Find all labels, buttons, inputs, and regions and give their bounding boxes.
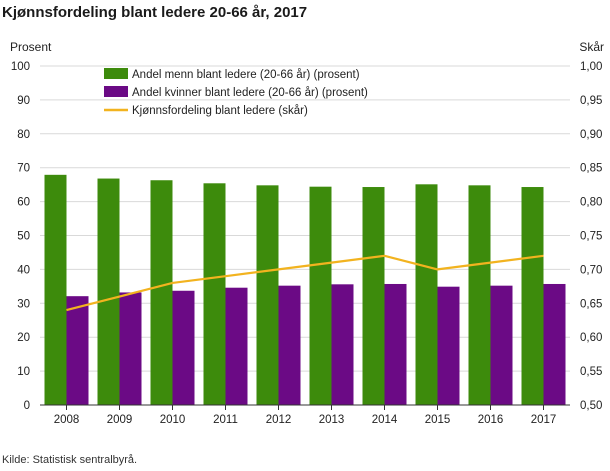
x-tick-label: 2017 — [531, 414, 557, 426]
axes: 0 10 20 30 40 50 60 70 80 90 100 0,50 0,55 0,60 0,65 0,… — [11, 61, 603, 426]
y-tick-label: 30 — [17, 298, 30, 310]
bar-women — [172, 290, 195, 405]
y2-tick-label: 0,70 — [580, 264, 602, 276]
y-tick-label: 50 — [17, 231, 30, 243]
bar-women — [331, 284, 354, 405]
y-tick-label: 80 — [17, 129, 30, 141]
score-line-path — [66, 254, 544, 312]
y2-tick-label: 1,00 — [580, 61, 602, 73]
x-tick-label: 2016 — [478, 414, 504, 426]
y-tick-label: 10 — [17, 366, 30, 378]
x-tick-label: 2014 — [372, 414, 398, 426]
legend-label: Andel menn blant ledere (20-66 år) (pros… — [132, 69, 360, 81]
bar-women — [119, 292, 142, 405]
y2-tick-label: 0,55 — [580, 366, 602, 378]
bar-men — [415, 184, 438, 405]
legend-swatch — [104, 68, 128, 79]
x-tick-label: 2010 — [160, 414, 186, 426]
bar-men — [309, 186, 332, 405]
x-tick-label: 2009 — [107, 414, 133, 426]
bar-women — [437, 286, 460, 405]
y-tick-label: 20 — [17, 332, 30, 344]
bar-men — [468, 185, 491, 405]
bar-men — [44, 174, 67, 405]
chart-title: Kjønnsfordeling blant ledere 20-66 år, 2… — [2, 4, 308, 21]
bar-women — [384, 283, 407, 405]
y-tick-label: 90 — [17, 95, 30, 107]
bar-women — [66, 296, 89, 405]
bar-men — [150, 180, 173, 405]
y-tick-label: 70 — [17, 163, 30, 175]
y2-tick-label: 0,90 — [580, 129, 602, 141]
y2-tick-label: 0,85 — [580, 163, 602, 175]
legend-label: Kjønnsfordeling blant ledere (skår) — [132, 105, 308, 117]
x-tick-label: 2012 — [266, 414, 292, 426]
x-tick-label: 2008 — [54, 414, 80, 426]
bar-women — [225, 287, 248, 405]
bar-women — [278, 285, 301, 405]
bar-men — [97, 178, 120, 405]
x-tick-label: 2015 — [425, 414, 451, 426]
bars — [44, 174, 566, 405]
bar-men — [521, 187, 544, 405]
bar-men — [203, 183, 226, 405]
bar-men — [362, 187, 385, 405]
bar-women — [490, 285, 513, 405]
score-line — [66, 254, 544, 312]
y-tick-label: 60 — [17, 197, 30, 209]
x-tick-label: 2011 — [213, 414, 238, 426]
y-tick-label: 40 — [17, 264, 30, 276]
y2-tick-label: 0,95 — [580, 95, 602, 107]
x-tick-label: 2013 — [319, 414, 345, 426]
y-tick-label: 0 — [24, 400, 30, 412]
y2-tick-label: 0,80 — [580, 197, 602, 209]
y2-tick-label: 0,50 — [580, 400, 602, 412]
bar-men — [256, 185, 279, 405]
legend-label: Andel kvinner blant ledere (20-66 år) (p… — [132, 87, 368, 99]
legend-swatch — [104, 86, 128, 97]
y2-tick-label: 0,60 — [580, 332, 602, 344]
source-note: Kilde: Statistisk sentralbyrå. — [2, 454, 138, 466]
y2-tick-label: 0,75 — [580, 231, 602, 243]
y2-tick-label: 0,65 — [580, 298, 602, 310]
y2-axis-title: Skår — [579, 40, 604, 54]
bar-women — [543, 283, 566, 405]
legend: Andel menn blant ledere (20-66 år) (pros… — [104, 68, 368, 117]
y-axis-title: Prosent — [10, 40, 52, 54]
y-tick-label: 100 — [11, 61, 30, 73]
